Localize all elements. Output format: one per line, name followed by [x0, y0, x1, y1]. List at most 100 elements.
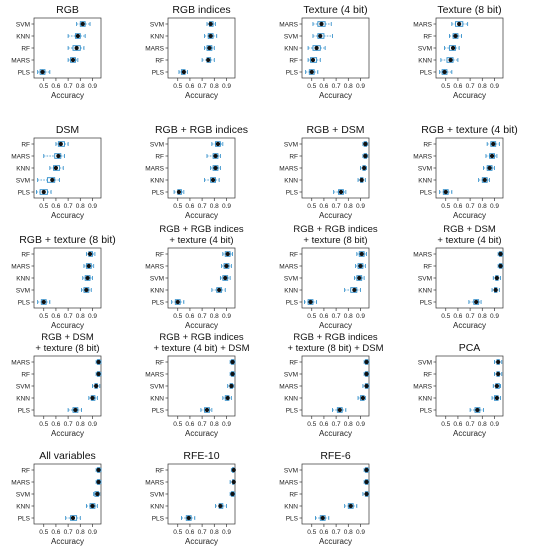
x-tick-label: 0.9 [490, 421, 499, 428]
median-dot [208, 33, 213, 39]
x-tick-label: 0.9 [356, 203, 365, 210]
x-tick-label: 0.7 [64, 529, 73, 536]
category-label: SVM [150, 141, 164, 148]
median-dot [73, 407, 78, 413]
x-tick-label: 0.9 [356, 83, 365, 90]
plot-frame [301, 355, 370, 417]
category-label: MARS [145, 371, 164, 378]
median-dot [474, 299, 479, 305]
median-dot [206, 57, 211, 63]
category-label: PLS [152, 407, 165, 414]
x-tick-label: 0.7 [64, 421, 73, 428]
panel-title: + texture (4 bit) + DSM [153, 343, 249, 354]
x-tick-label: 0.9 [356, 313, 365, 320]
category-label: RF [289, 153, 298, 160]
x-tick-label: 0.9 [222, 529, 231, 536]
category-label: MARS [279, 263, 298, 270]
median-dot [53, 165, 59, 171]
x-tick-label: 0.7 [198, 421, 207, 428]
median-dot [231, 467, 236, 473]
x-tick-label: 0.5 [39, 529, 48, 536]
category-label: PLS [152, 299, 165, 306]
category-label: MARS [145, 479, 164, 486]
category-label: KNN [418, 177, 432, 184]
panel-title: RGB + DSM [41, 332, 94, 343]
median-dot [84, 287, 89, 293]
x-tick-label: 0.8 [344, 203, 353, 210]
median-dot [453, 33, 458, 39]
category-label: RF [155, 251, 164, 258]
x-tick-label: 0.5 [307, 313, 316, 320]
panel-11: RGB + RGB indices+ texture (8 bit) 0.5 0.6… [279, 224, 378, 330]
median-dot [308, 299, 313, 305]
x-tick-label: 0.8 [76, 313, 85, 320]
median-dot [475, 407, 480, 413]
median-dot [230, 371, 235, 377]
x-tick-label: 0.9 [222, 421, 231, 428]
category-label: RF [155, 57, 164, 64]
plot-frame [33, 463, 102, 525]
x-axis-label: Accuracy [51, 211, 84, 220]
x-tick-label: 0.7 [332, 313, 341, 320]
category-label: MARS [11, 263, 30, 270]
median-dot [448, 57, 453, 63]
x-axis-label: Accuracy [453, 211, 486, 220]
median-dot [364, 383, 369, 389]
median-dot [223, 275, 228, 281]
plot-frame [33, 355, 102, 417]
median-dot [213, 165, 218, 171]
x-tick-label: 0.6 [185, 421, 194, 428]
median-dot [75, 33, 80, 39]
x-tick-label: 0.7 [466, 421, 475, 428]
median-dot [337, 407, 342, 413]
category-label: SVM [16, 21, 30, 28]
x-axis-label: Accuracy [185, 537, 218, 546]
category-label: SVM [150, 21, 164, 28]
x-tick-label: 0.6 [185, 203, 194, 210]
median-dot [364, 359, 369, 365]
median-dot [96, 479, 101, 485]
category-label: PLS [18, 69, 31, 76]
category-label: SVM [418, 359, 432, 366]
category-label: KNN [16, 165, 30, 172]
median-dot [493, 287, 498, 293]
panel-title: RGB indices [172, 4, 230, 16]
median-dot [85, 275, 90, 281]
median-dot [357, 275, 362, 281]
median-dot [363, 153, 368, 159]
x-axis-label: Accuracy [453, 321, 486, 330]
x-tick-label: 0.7 [466, 313, 475, 320]
median-dot [94, 383, 99, 389]
x-tick-label: 0.7 [64, 83, 73, 90]
category-label: RF [155, 467, 164, 474]
x-tick-label: 0.8 [344, 529, 353, 536]
category-label: KNN [16, 503, 30, 510]
median-dot [58, 141, 63, 147]
x-tick-label: 0.8 [76, 529, 85, 536]
median-dot [225, 395, 230, 401]
plot-frame [33, 137, 102, 199]
x-tick-label: 0.8 [344, 421, 353, 428]
category-label: RF [289, 359, 298, 366]
x-tick-label: 0.6 [453, 421, 462, 428]
category-label: PLS [152, 515, 165, 522]
x-tick-label: 0.5 [441, 203, 450, 210]
x-axis-label: Accuracy [185, 429, 218, 438]
median-dot [217, 287, 222, 293]
panel-title: RGB + RGB indices [293, 224, 377, 235]
x-tick-label: 0.9 [490, 203, 499, 210]
median-dot [364, 371, 369, 377]
category-label: SVM [16, 491, 30, 498]
x-tick-label: 0.5 [307, 83, 316, 90]
median-dot [363, 141, 368, 147]
panel-19: RFE-6 0.5 0.6 0.7 0.8 0.9 Accuracy SVM MARS RF KNN… [279, 450, 370, 546]
plot-frame [167, 137, 236, 199]
x-tick-label: 0.6 [185, 529, 194, 536]
x-tick-label: 0.8 [210, 421, 219, 428]
x-tick-label: 0.9 [88, 529, 97, 536]
panel-title: RGB [56, 4, 79, 16]
median-dot [87, 251, 93, 257]
x-tick-label: 0.9 [88, 313, 97, 320]
median-dot [450, 45, 456, 51]
panel-16: PCA 0.5 0.6 0.7 0.8 0.9 Accuracy SVM RF MARS KNN PL… [413, 342, 504, 438]
